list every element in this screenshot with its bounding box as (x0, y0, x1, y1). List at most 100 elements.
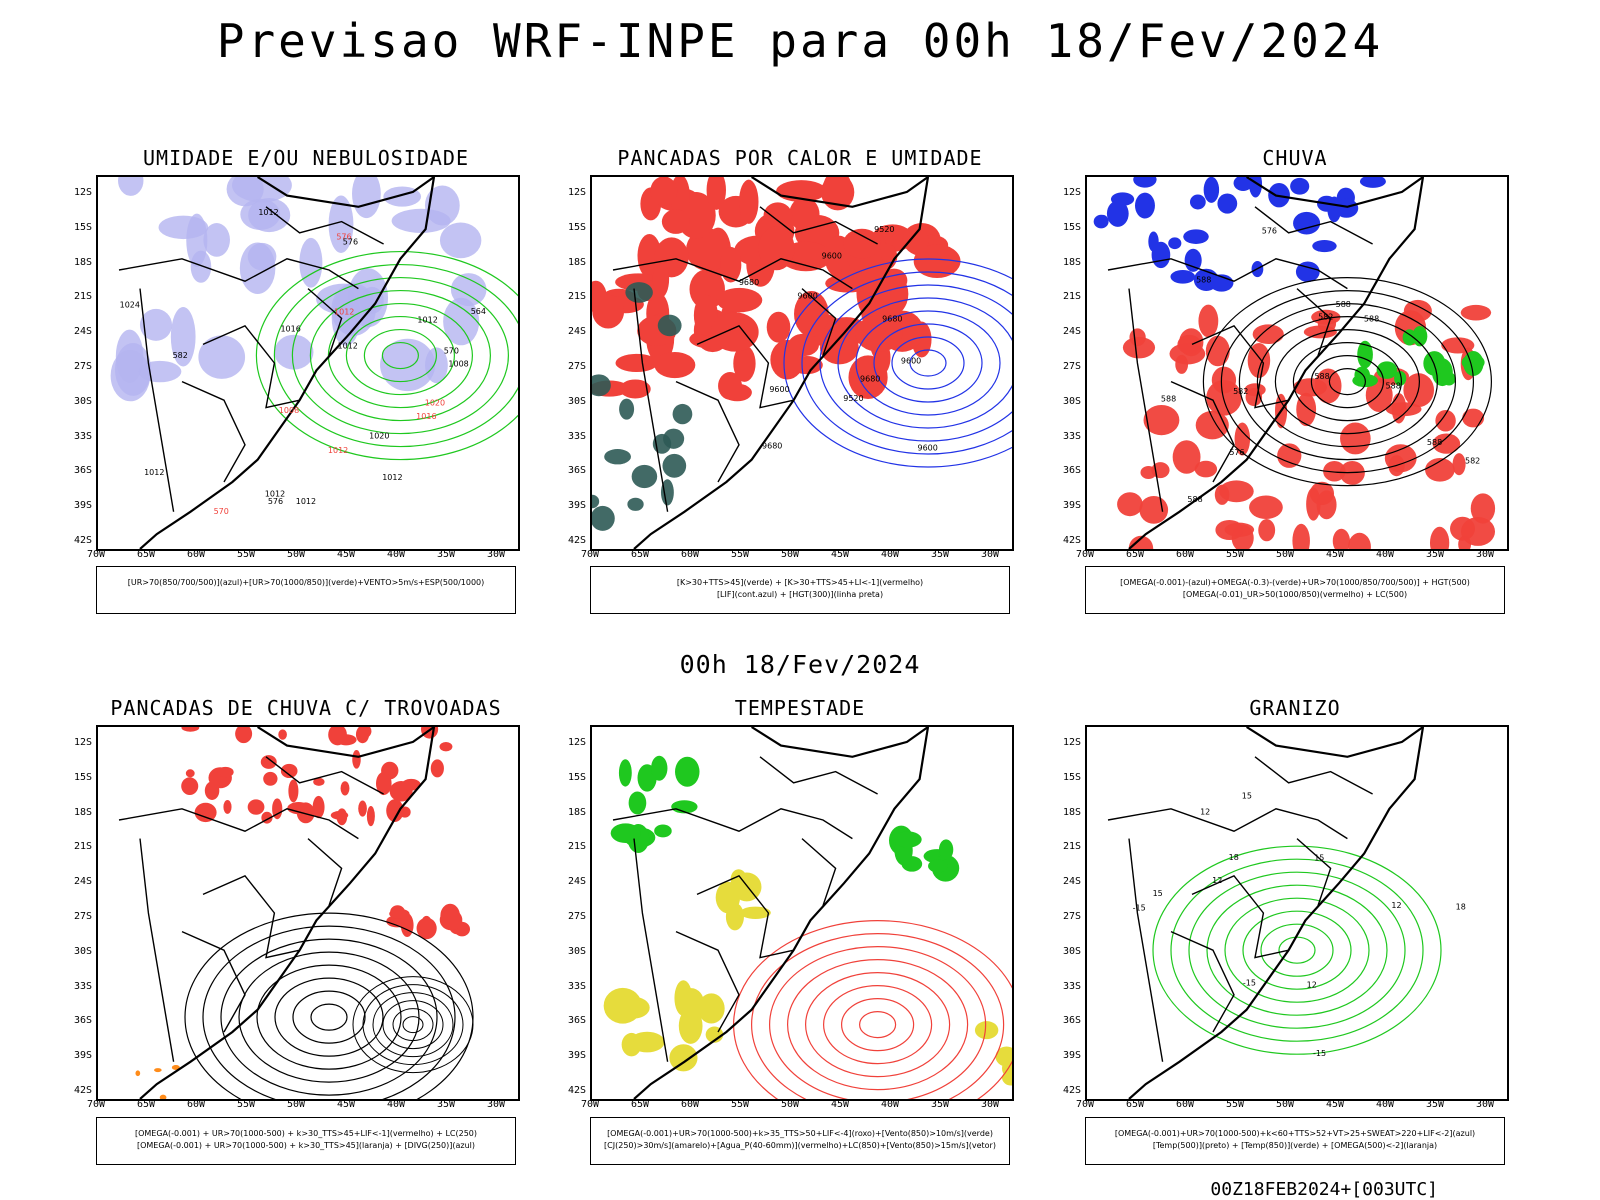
lat-tick-label: 12S (1062, 187, 1081, 198)
map-panel: 9680 9680 9600 9680 9680 9520 9600 9600 9520 9600… (590, 175, 1014, 551)
contour-label: 9600 (901, 356, 921, 365)
state-border (612, 258, 853, 290)
contour-line (184, 912, 474, 1099)
thunderstorm-area (247, 799, 265, 815)
omega-area (1290, 177, 1310, 195)
lat-tick-label: 15S (567, 221, 586, 233)
lon-tick-label: 40W (386, 549, 406, 560)
contour-line (274, 977, 384, 1057)
lon-tick-label: 35W (1425, 549, 1445, 560)
lat-tick-label: 21S (1062, 291, 1081, 303)
convection-area (848, 355, 888, 400)
contour-line (873, 323, 983, 403)
rain-area (1452, 453, 1466, 476)
lon-tick-label: 40W (880, 549, 900, 560)
humidity-area (198, 335, 246, 379)
lat-tick-label: 33S (567, 980, 586, 992)
contour-line (733, 920, 1012, 1099)
thunderstorm-area (401, 778, 421, 791)
contour-line (751, 933, 1005, 1099)
thunderstorm-area (416, 917, 437, 940)
lat-tick-label: 21S (567, 841, 586, 853)
contour-line (837, 297, 1012, 429)
contour-line (1202, 277, 1492, 487)
contour-line (1292, 342, 1402, 422)
lon-tick-label: 45W (1325, 549, 1345, 560)
state-border (633, 288, 669, 512)
lon-tick-label: 30W (486, 1099, 506, 1110)
contour-label: 564 (471, 307, 486, 316)
humidity-area (118, 177, 144, 196)
lat-tick-label: 36S (73, 465, 92, 477)
omega-area (1168, 237, 1182, 250)
omega-area (1295, 261, 1320, 283)
lat-tick-label: 33S (73, 980, 92, 992)
lat-tick-label: 18S (567, 256, 586, 268)
rain-area (1195, 410, 1229, 440)
contour-line (1220, 290, 1474, 474)
lon-tick-label: 60W (186, 1099, 206, 1110)
coastline (1246, 177, 1424, 208)
state-border (759, 206, 878, 245)
panel-title: PANCADAS DE CHUVA C/ TROVOADAS (110, 696, 502, 720)
contour-line (841, 998, 915, 1052)
panel-title: CHUVA (1262, 146, 1328, 170)
lat-tick-label: 42S (73, 535, 92, 546)
contour-line (855, 310, 1001, 416)
contour-label: 15 (1153, 889, 1163, 898)
lat-tick-label: 39S (567, 500, 586, 512)
omega-area (1203, 177, 1220, 203)
jet-area (678, 988, 705, 1020)
state-border (139, 288, 175, 512)
state-border (759, 756, 878, 795)
legend-line: [UR>70(850/700/500)](azul)+[UR>70(1000/8… (127, 578, 485, 587)
convection-area (718, 372, 742, 400)
contour-label: 12 (1391, 901, 1401, 910)
page-title: Previsao WRF-INPE para 00h 18/Fev/2024 (216, 14, 1384, 68)
state-border (1107, 258, 1348, 290)
rain-area (1429, 526, 1450, 549)
strong-omega-area (1461, 354, 1485, 371)
instability-area (662, 453, 687, 478)
jet-area (974, 1021, 999, 1040)
state-border (675, 930, 740, 1033)
thunderstorm-area (272, 798, 283, 820)
rain-area (1205, 335, 1230, 367)
panel-title: GRANIZO (1249, 696, 1341, 720)
contour-label: 9680 (860, 375, 880, 384)
lon-tick-label: 70W (86, 549, 106, 560)
lat-tick-label: 18S (567, 806, 586, 818)
lon-tick-label: 50W (1275, 1099, 1295, 1110)
rain-area (1129, 328, 1146, 347)
convection-area (907, 227, 929, 254)
lat-tick-label: 12S (567, 187, 586, 198)
jet-area (715, 881, 741, 914)
rain-area (1348, 532, 1371, 549)
contour-line (291, 276, 509, 435)
contour-line (859, 1011, 897, 1039)
omega-area (1106, 200, 1129, 227)
state-border (202, 324, 300, 409)
streamline (392, 1008, 434, 1042)
rain-area (1172, 440, 1201, 474)
rain-area (1435, 409, 1456, 432)
humidity-area (450, 273, 487, 307)
state-border (118, 258, 359, 290)
instability-area (672, 403, 693, 425)
omega-area (1217, 193, 1238, 214)
lat-tick-label: 21S (1062, 841, 1081, 853)
forecast-map: 1012 1012 1020 1012 1012 1008 1012 1012 1012 1012… (110, 177, 518, 549)
lat-tick-label: 36S (567, 465, 586, 477)
contour-line (292, 990, 366, 1044)
omega-area (1312, 240, 1337, 253)
instability-area (592, 505, 615, 531)
state-border (1107, 808, 1348, 840)
contour-label: 9520 (843, 394, 863, 403)
lon-tick-label: 35W (930, 1099, 950, 1110)
contour-line (1238, 303, 1456, 461)
humidity-area (443, 297, 480, 346)
contour-line (1152, 845, 1442, 1055)
rain-area (1252, 324, 1284, 345)
coastline (633, 727, 930, 1099)
lat-tick-label: 21S (567, 291, 586, 303)
